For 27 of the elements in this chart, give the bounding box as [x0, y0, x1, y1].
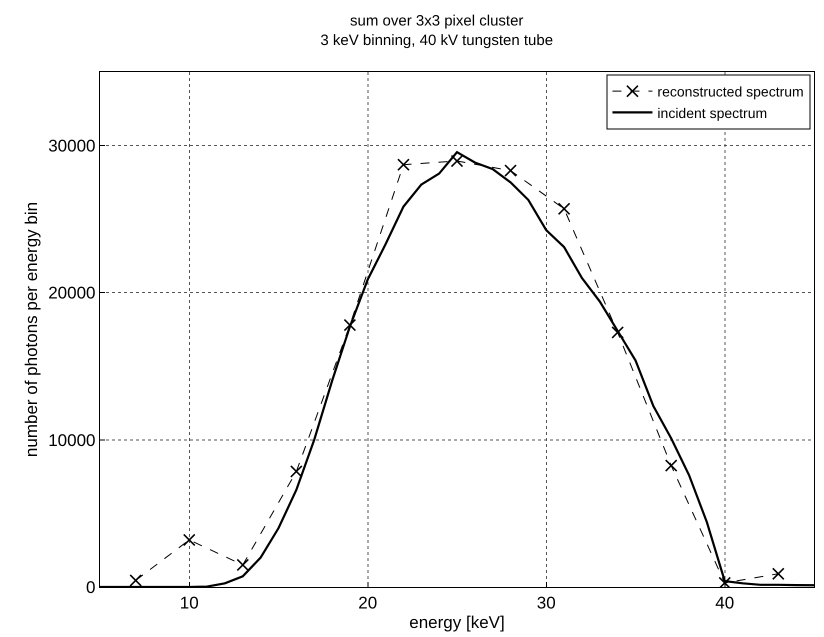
y-tick-label: 10000: [48, 430, 96, 450]
point: [718, 576, 732, 587]
point: [664, 459, 678, 472]
point: [504, 164, 517, 177]
x-axis-title: energy [keV]: [409, 612, 505, 632]
chart-subtitle: 3 keV binning, 40 kV tungsten tube: [320, 32, 554, 49]
y-tick-label: 0: [86, 578, 96, 597]
legend-label: reconstructed spectrum: [657, 84, 804, 100]
x-tick-label: 40: [715, 594, 734, 612]
point: [450, 154, 464, 168]
y-tick-label: 30000: [48, 136, 96, 156]
point: [558, 202, 570, 216]
point: [397, 158, 410, 171]
legend-label: incident spectrum: [657, 104, 768, 121]
x-tick-label: 20: [358, 594, 378, 612]
y-axis-title: number of photons per energy bin: [22, 202, 41, 458]
point: [290, 465, 303, 478]
x-tick-label: 10: [180, 594, 199, 612]
chart-title: sum over 3x3 pixel cluster: [350, 12, 524, 30]
point: [236, 558, 250, 572]
point: [129, 574, 142, 587]
point: [182, 534, 196, 546]
point: [611, 326, 624, 339]
y-tick-label: 20000: [48, 284, 96, 303]
x-tick-label: 30: [536, 594, 556, 612]
point: [772, 567, 785, 580]
point: [344, 318, 356, 332]
